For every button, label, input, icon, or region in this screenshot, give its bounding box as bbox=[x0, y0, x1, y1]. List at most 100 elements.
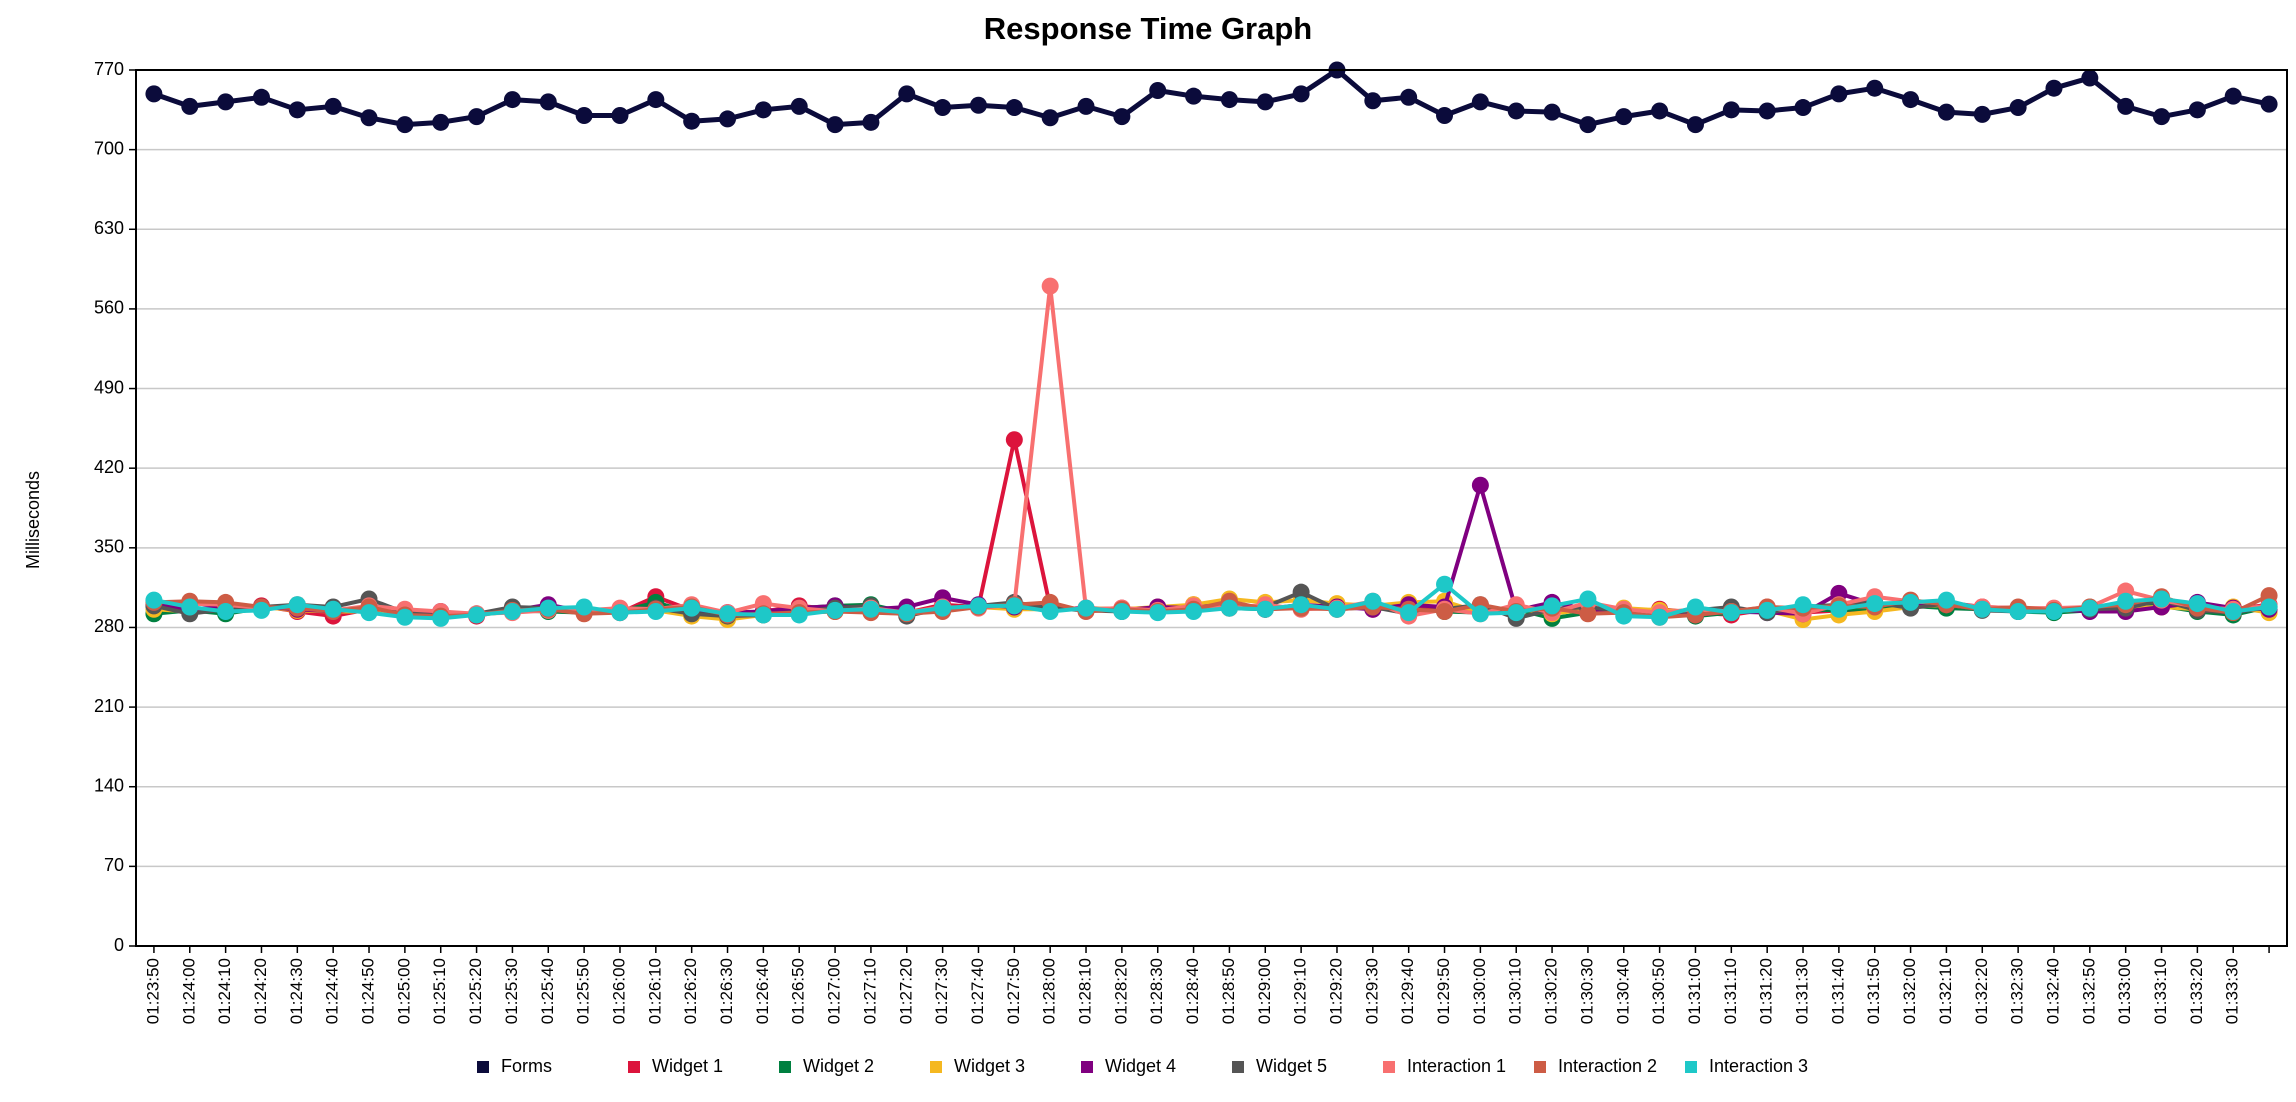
x-tick-label: 01:26:40 bbox=[753, 958, 772, 1024]
x-tick-label: 01:30:40 bbox=[1613, 958, 1632, 1024]
x-tick-label: 01:26:30 bbox=[717, 958, 736, 1024]
y-tick-label: 490 bbox=[94, 377, 124, 397]
data-point bbox=[2009, 99, 2027, 117]
x-tick-label: 01:24:20 bbox=[251, 958, 270, 1024]
data-point bbox=[1902, 91, 1920, 109]
legend-label: Widget 4 bbox=[1105, 1056, 1176, 1076]
x-tick-label: 01:32:40 bbox=[2043, 958, 2062, 1024]
data-point bbox=[2117, 97, 2135, 115]
x-tick-label: 01:29:40 bbox=[1398, 958, 1417, 1024]
x-tick-label: 01:27:20 bbox=[896, 958, 915, 1024]
x-tick-label: 01:29:30 bbox=[1362, 958, 1381, 1024]
data-point bbox=[252, 88, 270, 106]
data-point bbox=[1292, 85, 1310, 103]
data-point bbox=[611, 107, 629, 125]
data-point bbox=[1185, 87, 1203, 105]
legend-swatch bbox=[1232, 1061, 1244, 1073]
x-tick-label: 01:33:30 bbox=[2223, 958, 2242, 1024]
data-point bbox=[396, 608, 414, 626]
data-point bbox=[1220, 91, 1238, 109]
data-point bbox=[754, 606, 772, 624]
x-tick-label: 01:30:20 bbox=[1542, 958, 1561, 1024]
data-point bbox=[2224, 603, 2242, 621]
legend-label: Widget 3 bbox=[954, 1056, 1025, 1076]
x-tick-label: 01:26:00 bbox=[609, 958, 628, 1024]
x-tick-label: 01:31:10 bbox=[1721, 958, 1740, 1024]
data-point bbox=[1005, 597, 1023, 615]
data-point bbox=[1149, 81, 1167, 99]
data-point bbox=[1686, 116, 1704, 134]
x-tick-label: 01:32:00 bbox=[1900, 958, 1919, 1024]
legend-swatch bbox=[1081, 1061, 1093, 1073]
data-point bbox=[1292, 583, 1310, 601]
x-tick-label: 01:28:20 bbox=[1111, 958, 1130, 1024]
data-point bbox=[862, 600, 880, 618]
x-tick-label: 01:31:40 bbox=[1828, 958, 1847, 1024]
x-tick-label: 01:29:10 bbox=[1291, 958, 1310, 1024]
data-point bbox=[1185, 603, 1203, 621]
data-point bbox=[1400, 88, 1418, 106]
legend-swatch bbox=[1685, 1061, 1697, 1073]
x-tick-label: 01:29:00 bbox=[1255, 958, 1274, 1024]
x-tick-label: 01:27:40 bbox=[968, 958, 987, 1024]
x-tick-label: 01:33:20 bbox=[2187, 958, 2206, 1024]
data-point bbox=[1651, 608, 1669, 626]
data-point bbox=[1471, 476, 1489, 494]
data-point bbox=[1507, 102, 1525, 120]
data-point bbox=[145, 85, 163, 103]
data-point bbox=[1292, 596, 1310, 614]
x-tick-label: 01:30:00 bbox=[1470, 958, 1489, 1024]
data-point bbox=[396, 116, 414, 134]
x-tick-label: 01:32:30 bbox=[2008, 958, 2027, 1024]
data-point bbox=[217, 603, 235, 621]
legend-label: Interaction 1 bbox=[1407, 1056, 1506, 1076]
x-tick-label: 01:26:50 bbox=[789, 958, 808, 1024]
data-point bbox=[1328, 600, 1346, 618]
data-point bbox=[1400, 604, 1418, 622]
data-point bbox=[934, 599, 952, 617]
data-point bbox=[1973, 600, 1991, 618]
data-point bbox=[288, 596, 306, 614]
data-point bbox=[1615, 607, 1633, 625]
legend-label: Interaction 2 bbox=[1558, 1056, 1657, 1076]
data-point bbox=[1041, 277, 1059, 295]
x-tick-label: 01:33:10 bbox=[2151, 958, 2170, 1024]
data-point bbox=[1830, 600, 1848, 618]
y-axis-title: Milliseconds bbox=[23, 471, 43, 569]
x-tick-label: 01:32:10 bbox=[1936, 958, 1955, 1024]
data-point bbox=[826, 601, 844, 619]
x-tick-label: 01:32:50 bbox=[2079, 958, 2098, 1024]
data-point bbox=[1686, 598, 1704, 616]
data-point bbox=[1507, 604, 1525, 622]
data-point bbox=[754, 101, 772, 119]
x-tick-label: 01:31:00 bbox=[1685, 958, 1704, 1024]
legend-swatch bbox=[930, 1061, 942, 1073]
data-point bbox=[575, 107, 593, 125]
x-tick-label: 01:24:50 bbox=[359, 958, 378, 1024]
data-point bbox=[2117, 592, 2135, 610]
data-point bbox=[1794, 99, 1812, 117]
data-point bbox=[1722, 101, 1740, 119]
data-point bbox=[1722, 604, 1740, 622]
legend-label: Interaction 3 bbox=[1709, 1056, 1808, 1076]
data-point bbox=[647, 603, 665, 621]
data-point bbox=[1830, 85, 1848, 103]
x-tick-label: 01:31:30 bbox=[1793, 958, 1812, 1024]
x-tick-label: 01:24:40 bbox=[323, 958, 342, 1024]
legend: Forms Widget 1 Widget 2 Widget 3 Widget 4 Wid… bbox=[477, 1056, 1808, 1076]
data-point bbox=[2045, 79, 2063, 97]
x-tick-label: 01:31:20 bbox=[1757, 958, 1776, 1024]
y-tick-label: 700 bbox=[94, 138, 124, 158]
x-tick-label: 01:29:20 bbox=[1326, 958, 1345, 1024]
x-tick-label: 01:32:20 bbox=[1972, 958, 1991, 1024]
data-point bbox=[1794, 596, 1812, 614]
plot-frame bbox=[135, 69, 2288, 947]
data-point bbox=[1077, 97, 1095, 115]
data-point bbox=[1579, 590, 1597, 608]
x-tick-label: 01:26:20 bbox=[681, 958, 700, 1024]
y-tick-label: 210 bbox=[94, 696, 124, 716]
data-point bbox=[1579, 116, 1597, 134]
data-point bbox=[360, 109, 378, 127]
y-tick-label: 350 bbox=[94, 537, 124, 557]
data-point bbox=[288, 101, 306, 119]
